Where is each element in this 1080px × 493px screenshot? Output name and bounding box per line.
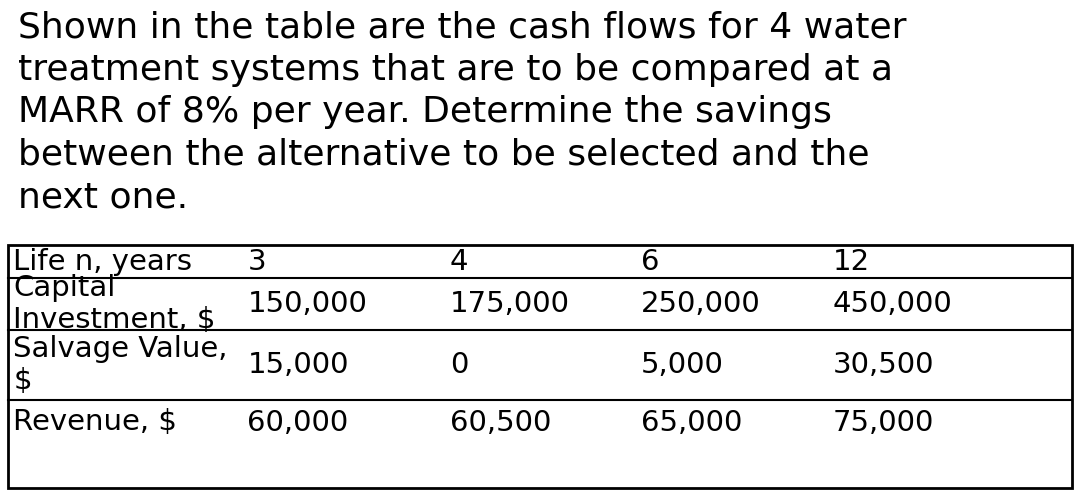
Text: 250,000: 250,000 <box>642 290 761 318</box>
Text: 3: 3 <box>247 247 266 276</box>
Text: 150,000: 150,000 <box>247 290 367 318</box>
Text: 65,000: 65,000 <box>642 409 743 436</box>
Text: 30,500: 30,500 <box>833 351 934 379</box>
Text: 175,000: 175,000 <box>449 290 569 318</box>
Text: 15,000: 15,000 <box>247 351 349 379</box>
Text: 450,000: 450,000 <box>833 290 953 318</box>
Text: 75,000: 75,000 <box>833 409 934 436</box>
Text: 4: 4 <box>449 247 468 276</box>
Text: 60,000: 60,000 <box>247 409 349 436</box>
Text: 6: 6 <box>642 247 660 276</box>
Text: 12: 12 <box>833 247 869 276</box>
Text: Capital
Investment, $: Capital Investment, $ <box>13 274 216 334</box>
Text: 0: 0 <box>449 351 468 379</box>
Text: Revenue, $: Revenue, $ <box>13 409 177 436</box>
Text: Salvage Value,
$: Salvage Value, $ <box>13 335 228 395</box>
Text: 60,500: 60,500 <box>449 409 551 436</box>
Text: Shown in the table are the cash flows for 4 water
treatment systems that are to : Shown in the table are the cash flows fo… <box>18 10 906 214</box>
Text: 5,000: 5,000 <box>642 351 724 379</box>
Text: Life n, years: Life n, years <box>13 247 192 276</box>
